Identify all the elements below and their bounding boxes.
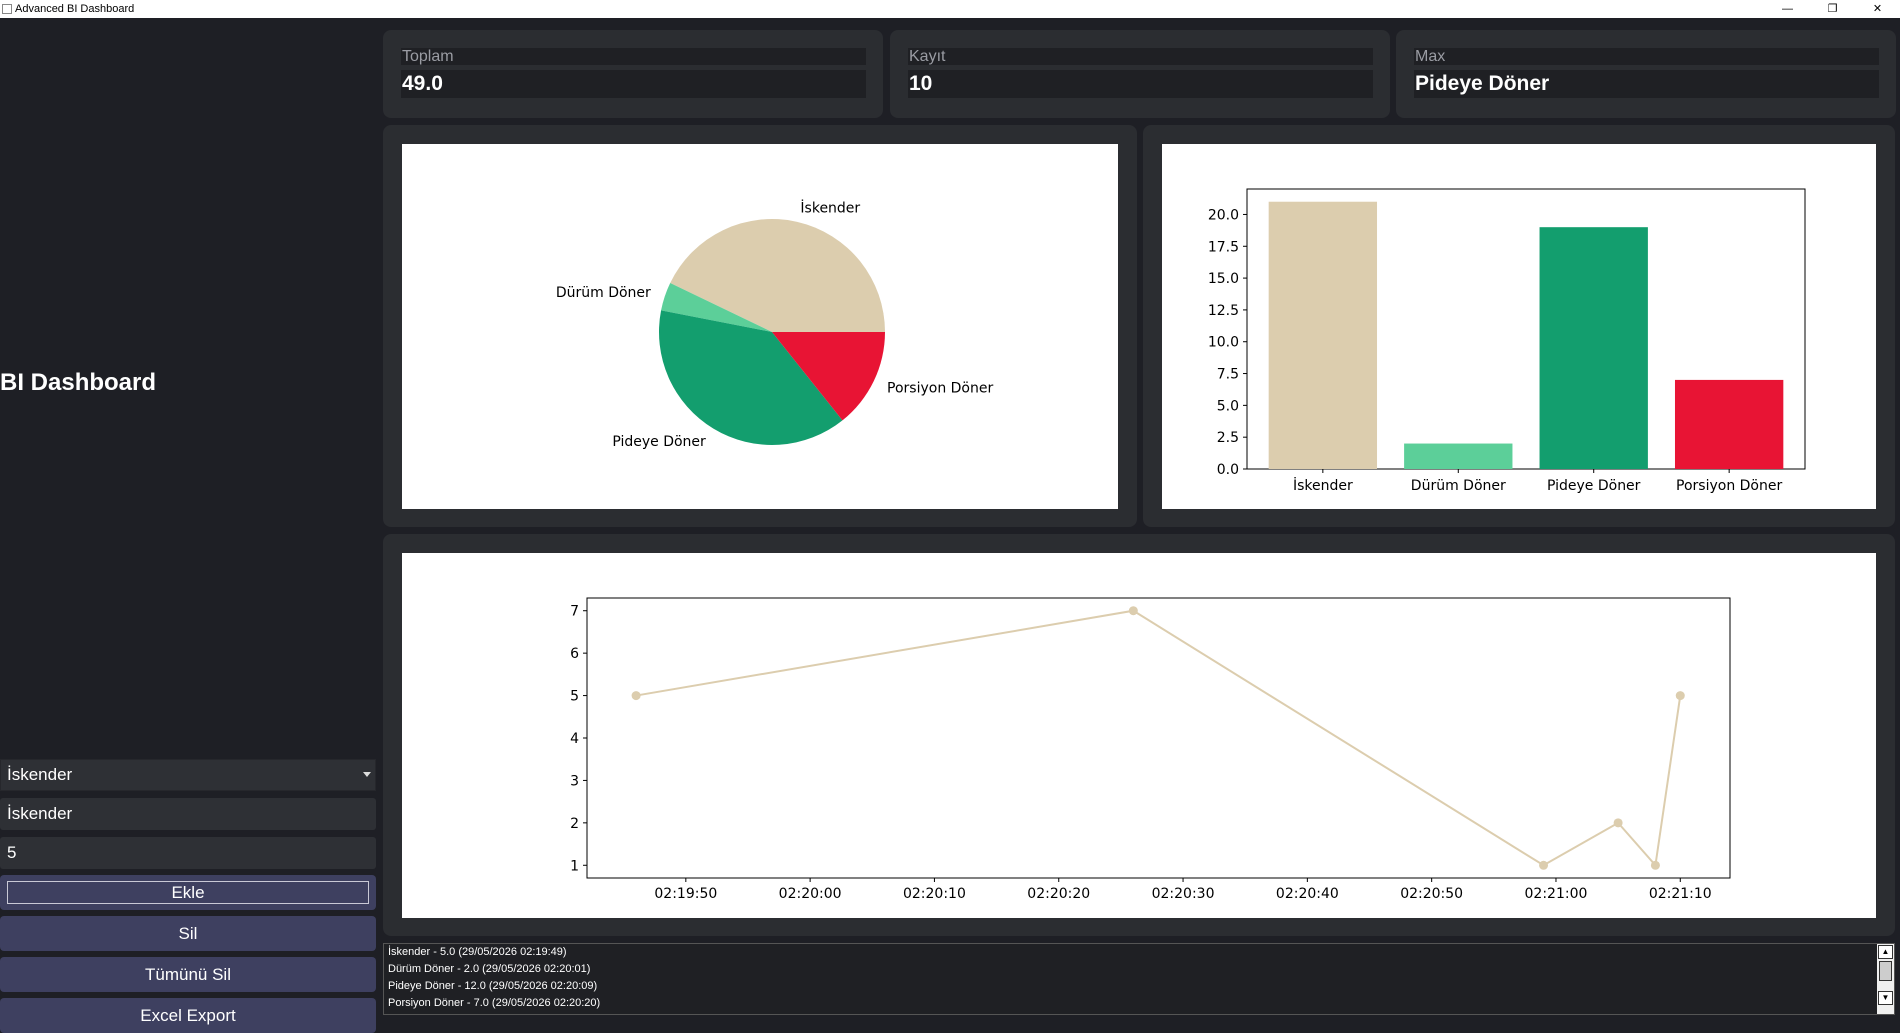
- y-tick-label: 1: [570, 858, 579, 874]
- restore-button[interactable]: ❐: [1827, 3, 1838, 15]
- y-tick-label: 6: [570, 646, 579, 662]
- log-entry[interactable]: Pideye Döner - 12.0 (29/05/2026 02:20:09…: [388, 980, 598, 992]
- bar: [1404, 443, 1513, 469]
- y-tick-label: 4: [570, 731, 579, 747]
- pie-label: Pideye Döner: [612, 434, 706, 450]
- y-tick-label: 7: [570, 604, 579, 620]
- kpi-card-count: Kayıt 10: [890, 30, 1390, 118]
- bar-chart-area: 0.0 2.5 5.0 7.5 10.0 12.5 15.0 17.5 20.0 İskender…: [1162, 144, 1876, 509]
- line-chart-panel: 1 2 3 4 5 6 7 02:19:50 02:20:00 02:20:10 02:20:20 0…: [383, 534, 1895, 936]
- x-tick-label: 02:20:50: [1400, 886, 1463, 902]
- bar: [1674, 379, 1784, 469]
- x-tick-label: 02:20:10: [903, 886, 966, 902]
- x-tick-label: İskender: [1293, 476, 1353, 494]
- y-tick-label: 0.0: [1217, 462, 1239, 478]
- data-point: [631, 691, 641, 701]
- log-entry[interactable]: İskender - 5.0 (29/05/2026 02:19:49): [388, 946, 567, 958]
- plot-frame: [586, 597, 1731, 879]
- pie-chart-area: İskender Dürüm Döner Pideye Döner Porsiyon …: [402, 144, 1118, 509]
- log-entry[interactable]: Porsiyon Döner - 7.0 (29/05/2026 02:20:2…: [388, 997, 601, 1009]
- log-scrollbar[interactable]: ▲ ▼: [1877, 944, 1894, 1014]
- x-tick-label: Dürüm Döner: [1411, 478, 1506, 494]
- x-tick-label: Porsiyon Döner: [1676, 478, 1782, 494]
- excel-export-button[interactable]: Excel Export: [0, 998, 376, 1033]
- bar-chart-panel: 0.0 2.5 5.0 7.5 10.0 12.5 15.0 17.5 20.0 İskender…: [1143, 125, 1895, 527]
- plot-frame: [1246, 188, 1806, 470]
- y-tick-label: 20.0: [1208, 207, 1239, 223]
- x-tick-label: Pideye Döner: [1547, 478, 1641, 494]
- app-icon: [2, 4, 12, 14]
- series-line: [635, 609, 1682, 868]
- y-tick-label: 2: [570, 816, 579, 832]
- x-tick-label: 02:20:00: [779, 886, 842, 902]
- data-point: [1675, 691, 1685, 701]
- scroll-up-icon[interactable]: ▲: [1878, 945, 1893, 959]
- kpi-label: Kayıt: [908, 48, 1373, 65]
- scroll-down-icon[interactable]: ▼: [1878, 991, 1893, 1005]
- entries-log[interactable]: İskender - 5.0 (29/05/2026 02:19:49) Dür…: [383, 943, 1895, 1015]
- window-controls: — ❐ ✕: [1765, 0, 1900, 18]
- x-tick-label: 02:20:40: [1276, 886, 1339, 902]
- line-chart: 1 2 3 4 5 6 7 02:19:50 02:20:00 02:20:10 02:20:20 0…: [570, 597, 1731, 902]
- y-tick-label: 15.0: [1208, 271, 1239, 287]
- x-tick-label: 02:19:50: [654, 886, 717, 902]
- log-entry[interactable]: Dürüm Döner - 2.0 (29/05/2026 02:20:01): [388, 963, 591, 975]
- window-title: Advanced BI Dashboard: [15, 3, 135, 15]
- x-tick-label: 02:20:30: [1152, 886, 1215, 902]
- pie-label: Porsiyon Döner: [887, 380, 993, 396]
- kpi-label: Max: [1414, 48, 1879, 65]
- data-point: [1539, 860, 1549, 870]
- pie-chart: İskender Dürüm Döner Pideye Döner Porsiyon …: [556, 199, 994, 451]
- amount-input[interactable]: 5: [0, 837, 376, 869]
- kpi-value: Pideye Döner: [1414, 70, 1879, 98]
- data-point: [1128, 606, 1138, 616]
- category-select-value: İskender: [7, 765, 73, 784]
- add-button[interactable]: Ekle: [0, 875, 376, 910]
- delete-all-button[interactable]: Tümünü Sil: [0, 957, 376, 992]
- data-point: [1613, 818, 1623, 828]
- x-tick-label: 02:21:00: [1525, 886, 1588, 902]
- x-tick-label: 02:20:20: [1027, 886, 1090, 902]
- pie-slice: [661, 282, 772, 332]
- y-tick-label: 10.0: [1208, 335, 1239, 351]
- kpi-card-max: Max Pideye Döner: [1396, 30, 1896, 118]
- delete-button[interactable]: Sil: [0, 916, 376, 951]
- y-tick-label: 5: [570, 689, 579, 705]
- kpi-value: 10: [908, 70, 1373, 98]
- pie-slice: [772, 332, 885, 421]
- y-tick-label: 5.0: [1217, 398, 1239, 414]
- bar: [1539, 227, 1648, 469]
- y-tick-label: 2.5: [1217, 430, 1239, 446]
- pie-label: İskender: [800, 199, 860, 217]
- y-tick-label: 3: [570, 773, 579, 789]
- scroll-thumb[interactable]: [1879, 961, 1892, 981]
- bar: [1268, 201, 1378, 469]
- kpi-card-total: Toplam 49.0: [383, 30, 883, 118]
- y-tick-label: 12.5: [1208, 303, 1239, 319]
- close-button[interactable]: ✕: [1872, 3, 1883, 15]
- y-tick-label: 7.5: [1217, 367, 1239, 383]
- y-tick-label: 17.5: [1208, 239, 1239, 255]
- pie-label: Dürüm Döner: [556, 285, 651, 301]
- x-tick-label: 02:21:10: [1649, 886, 1712, 902]
- kpi-value: 49.0: [401, 70, 866, 98]
- data-point: [1650, 860, 1660, 870]
- pie-slice: [659, 310, 843, 445]
- line-chart-area: 1 2 3 4 5 6 7 02:19:50 02:20:00 02:20:10 02:20:20 0…: [402, 553, 1876, 918]
- pie-chart-panel: İskender Dürüm Döner Pideye Döner Porsiyon …: [383, 125, 1137, 527]
- add-button-label: Ekle: [7, 881, 369, 904]
- category-select[interactable]: İskender: [0, 759, 376, 791]
- minimize-button[interactable]: —: [1782, 3, 1793, 15]
- bar-chart: 0.0 2.5 5.0 7.5 10.0 12.5 15.0 17.5 20.0 İskender…: [1208, 188, 1806, 494]
- title-bar: Advanced BI Dashboard — ❐ ✕: [0, 0, 1900, 18]
- name-input[interactable]: İskender: [0, 798, 376, 830]
- pie-slice: [670, 219, 885, 332]
- kpi-label: Toplam: [401, 48, 866, 65]
- brand-title: BI Dashboard: [0, 369, 157, 396]
- sidebar: BI Dashboard İskender İskender 5 Ekle Si…: [0, 18, 380, 1033]
- chevron-down-icon[interactable]: [363, 772, 371, 777]
